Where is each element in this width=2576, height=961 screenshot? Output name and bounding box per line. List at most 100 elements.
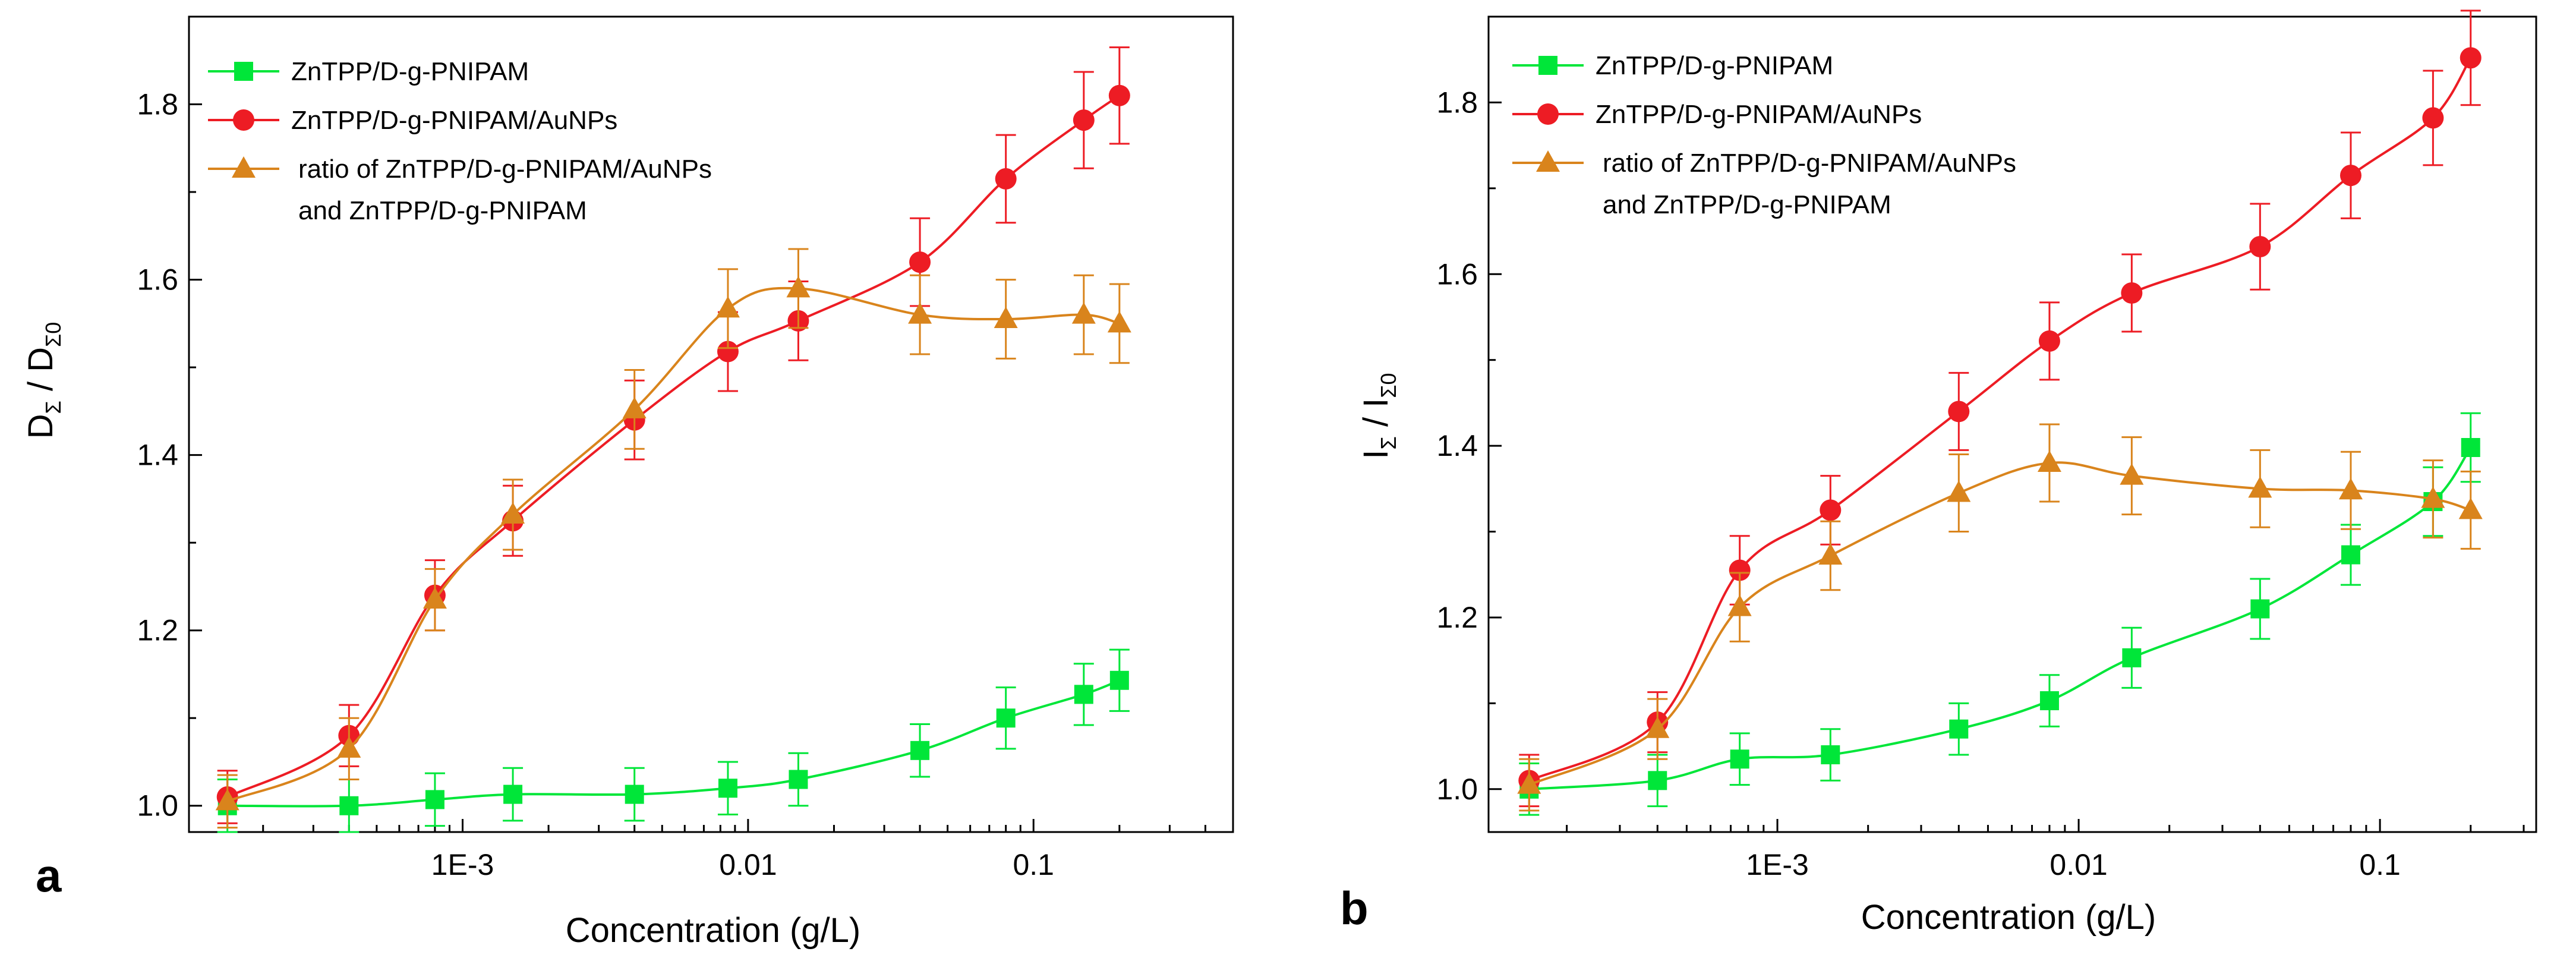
data-point xyxy=(995,168,1017,190)
data-point xyxy=(908,302,932,324)
y-tick-label: 1.2 xyxy=(1436,601,1478,634)
data-point xyxy=(715,296,740,318)
legend-label: ZnTPP/D-g-PNIPAM/AuNPs xyxy=(291,106,617,135)
legend-label: ratio of ZnTPP/D-g-PNIPAM/AuNPs xyxy=(1603,149,2016,178)
panel-label: b xyxy=(1340,882,1369,934)
legend-marker xyxy=(1536,150,1560,172)
series-line xyxy=(227,679,1120,808)
chart-panel-a: 1.0 1.2 1.4 1.6 1.8 1E-3 0.01 0.1 Concentration … xyxy=(21,15,1234,950)
y-tick-label: 1.8 xyxy=(1436,86,1478,119)
data-point xyxy=(2460,47,2482,69)
data-point xyxy=(1107,311,1131,333)
y-tick-label: 1.0 xyxy=(1436,773,1478,806)
data-point xyxy=(1947,480,1971,502)
legend-marker xyxy=(1537,103,1559,125)
series-circle xyxy=(1518,10,2482,808)
data-point xyxy=(215,789,239,811)
data-point xyxy=(625,784,644,804)
data-point xyxy=(1108,84,1130,106)
y-tick-label: 1.6 xyxy=(1436,257,1478,291)
data-point xyxy=(1949,719,1969,739)
legend-marker xyxy=(1538,56,1557,75)
data-point xyxy=(2339,165,2361,187)
legend: ZnTPP/D-g-PNIPAM ZnTPP/D-g-PNIPAM/AuNPs ra… xyxy=(208,57,712,225)
y-axis-label-part: / xyxy=(1357,408,1395,436)
legend-marker xyxy=(234,62,253,81)
y-axis-label-part: Σ0 xyxy=(41,322,65,347)
x-tick-label: 0.01 xyxy=(719,848,777,881)
series-square xyxy=(217,648,1130,833)
y-axis-label-part: Σ xyxy=(1376,436,1401,449)
y-tick-label: 1.2 xyxy=(137,614,178,647)
data-point xyxy=(1645,716,1670,738)
x-tick-label: 0.1 xyxy=(1013,848,1054,881)
data-point xyxy=(2038,330,2060,352)
y-axis-label-part: D xyxy=(21,414,60,439)
panel-label: a xyxy=(36,849,62,902)
x-tick-label: 1E-3 xyxy=(431,848,494,881)
data-point xyxy=(1820,499,1842,521)
data-point xyxy=(2121,282,2143,304)
data-point xyxy=(718,779,737,798)
data-point xyxy=(1948,401,1970,423)
legend-label: and ZnTPP/D-g-PNIPAM xyxy=(298,196,587,225)
data-point xyxy=(910,741,930,760)
data-point xyxy=(422,587,447,609)
series-triangle xyxy=(1517,423,2483,812)
data-point xyxy=(1727,594,1752,616)
data-point xyxy=(2249,236,2271,258)
data-point xyxy=(2248,476,2272,498)
data-point xyxy=(2458,497,2483,519)
data-point xyxy=(1821,745,1840,765)
x-tick-label: 1E-3 xyxy=(1746,848,1809,881)
series-line xyxy=(1529,446,2472,790)
legend-marker xyxy=(232,156,256,178)
y-axis-label-part: I xyxy=(1357,449,1395,459)
legend-marker xyxy=(233,109,254,131)
data-point xyxy=(2039,691,2059,711)
plot-frame xyxy=(1487,15,2537,833)
data-point xyxy=(786,276,811,298)
data-point xyxy=(1109,670,1129,690)
y-axis-label: DΣ / DΣ0 xyxy=(21,322,65,439)
data-point xyxy=(717,341,739,363)
data-point xyxy=(1073,109,1095,131)
data-point xyxy=(2338,478,2363,500)
series-triangle xyxy=(215,248,1131,829)
data-point xyxy=(2037,450,2061,472)
data-point xyxy=(501,502,525,524)
data-point xyxy=(1729,559,1751,581)
data-point xyxy=(1074,685,1093,704)
series-square xyxy=(1519,412,2481,816)
data-point xyxy=(2120,463,2144,485)
data-point xyxy=(339,796,359,815)
x-tick-label: 0.1 xyxy=(2359,848,2401,881)
data-point xyxy=(425,790,444,809)
y-axis-label-part: Σ0 xyxy=(1376,373,1401,398)
y-axis-label: IΣ / IΣ0 xyxy=(1357,373,1401,459)
series-line xyxy=(1528,461,2471,786)
x-tick-label: 0.01 xyxy=(2050,848,2107,881)
x-axis-label: Concentration (g/L) xyxy=(566,911,860,950)
legend-label: ZnTPP/D-g-PNIPAM xyxy=(1596,51,1833,80)
y-tick-label: 1.8 xyxy=(137,88,178,121)
y-tick-label: 1.4 xyxy=(1436,429,1478,462)
data-point xyxy=(789,770,808,789)
series-line xyxy=(226,286,1120,803)
data-point xyxy=(503,784,523,804)
data-point xyxy=(1648,771,1667,790)
data-point xyxy=(2422,107,2444,129)
data-point xyxy=(2341,545,2360,565)
data-point xyxy=(994,306,1018,328)
data-point xyxy=(1730,749,1749,769)
data-point xyxy=(1517,772,1541,794)
legend-label: ZnTPP/D-g-PNIPAM xyxy=(291,57,529,86)
data-point xyxy=(2421,486,2445,508)
data-point xyxy=(2250,599,2270,619)
data-point xyxy=(2122,648,2142,667)
y-axis-label-part: Σ xyxy=(41,401,65,414)
y-axis-label-part: / xyxy=(21,372,60,401)
data-point xyxy=(909,251,931,273)
data-point xyxy=(1071,302,1096,324)
